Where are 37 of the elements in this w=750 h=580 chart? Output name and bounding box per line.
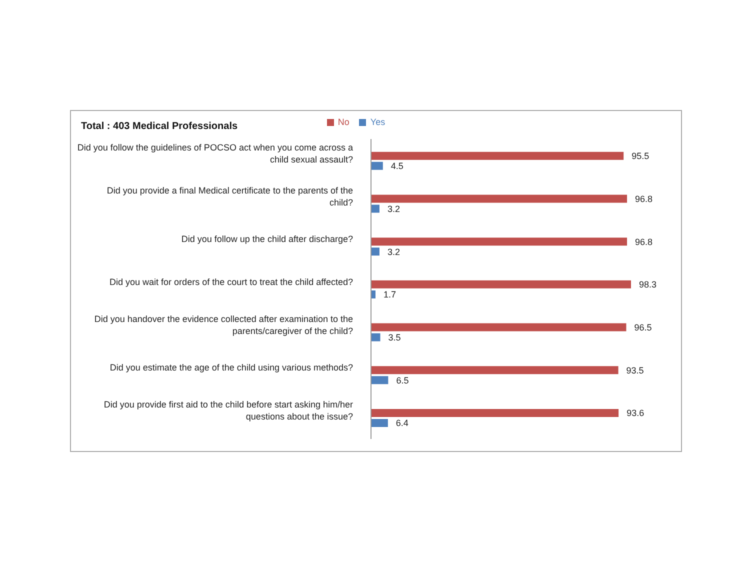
y-tick-label: Did you provide first aid to the child before start asking him/her questions about the issue? <box>104 400 353 422</box>
y-tick-label: Did you follow the guidelines of POCSO act when you come across a child sexual assault? <box>77 142 353 164</box>
bar <box>371 409 619 417</box>
data-label: 98.3 <box>639 280 657 290</box>
legend-label: Yes <box>370 117 386 127</box>
bar <box>371 204 380 213</box>
y-tick-label: Did you wait for orders of the court to treat the child affected? <box>110 277 353 287</box>
data-label: 96.8 <box>635 236 653 247</box>
bar <box>371 280 631 288</box>
text: Total : 403 Medical Professionals <box>81 121 238 132</box>
data-label: 93.5 <box>626 365 644 376</box>
bar <box>371 366 618 374</box>
bar <box>371 162 383 170</box>
y-tick-label: Did you handover the evidence collected after examination to the parents/caregiver of the child? <box>94 314 353 336</box>
bar <box>371 333 380 342</box>
data-label: 96.8 <box>635 194 653 204</box>
bar <box>371 248 380 256</box>
data-label: 6.4 <box>396 418 408 428</box>
data-label: 95.5 <box>632 151 650 162</box>
y-tick-label: Did you estimate the age of the child using various methods? <box>110 362 353 373</box>
data-label: 4.5 <box>390 161 404 172</box>
data-label: 3.2 <box>387 204 400 214</box>
bar <box>371 323 626 332</box>
y-tick-label: Did you provide a final Medical certificate to the parents of the child? <box>106 185 353 208</box>
data-label: 96.5 <box>634 322 652 332</box>
data-label: 6.5 <box>396 375 409 386</box>
bar <box>371 152 624 160</box>
bar <box>371 376 388 384</box>
bar <box>371 419 388 427</box>
data-label: 1.7 <box>383 290 396 300</box>
bar <box>371 194 628 203</box>
legend-label: No <box>338 117 350 127</box>
data-label: 3.5 <box>388 332 401 342</box>
y-tick-label: Did you follow up the child after discharge? <box>181 234 353 244</box>
bar <box>371 238 628 246</box>
data-label: 3.2 <box>387 246 400 257</box>
data-label: 93.6 <box>626 408 644 418</box>
